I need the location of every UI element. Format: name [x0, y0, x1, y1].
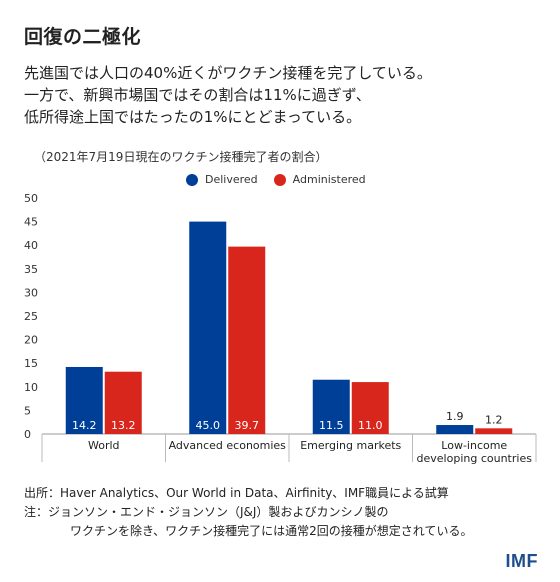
x-tick-label: Low-income	[441, 439, 507, 452]
x-tick-label: developing countries	[417, 452, 533, 465]
data-label-delivered-3: 11.5	[319, 419, 344, 432]
legend-item-administered: Administered	[273, 173, 366, 186]
y-tick-label: 15	[24, 357, 38, 370]
bar-delivered-1	[65, 366, 103, 434]
note-line-2: ワクチンを除き、ワクチン接種完了には通常2回の接種が想定されている。	[70, 524, 473, 538]
bar-chart: 0 5 10 15 20 25 30 35 40 45 50 14.2 13.2 World 45.0 39.…	[24, 192, 537, 465]
data-label-administered-3: 11.0	[358, 419, 383, 432]
legend-label-delivered: Delivered	[205, 173, 258, 186]
y-tick-label: 40	[24, 239, 38, 252]
bar-delivered-4	[436, 425, 474, 434]
y-tick-label: 30	[24, 286, 38, 299]
y-tick-label: 5	[24, 404, 31, 417]
data-label-delivered-2: 45.0	[196, 419, 221, 432]
page-title: 回復の二極化	[24, 26, 142, 48]
imf-logo: IMF	[505, 551, 538, 571]
data-label-administered-1: 13.2	[111, 419, 136, 432]
note-line-1: 注：ジョンソン・エンド・ジョンソン（J&J）製およびカンシノ製の	[24, 505, 389, 519]
y-tick-label: 35	[24, 263, 38, 276]
x-tick-label: World	[88, 439, 120, 452]
data-label-delivered-4: 1.9	[446, 410, 464, 423]
bar-administered-2	[228, 246, 266, 434]
x-tick-label: Emerging markets	[300, 439, 401, 452]
bar-administered-1	[104, 371, 142, 434]
y-tick-label: 25	[24, 310, 38, 323]
legend-swatch-administered	[273, 173, 286, 186]
data-label-administered-4: 1.2	[485, 413, 503, 426]
y-tick-label: 20	[24, 334, 38, 347]
source-notes: 出所：Haver Analytics、Our World in Data、Air…	[24, 484, 472, 541]
legend-label-administered: Administered	[292, 173, 366, 186]
y-tick-label: 0	[24, 428, 31, 441]
x-tick-label: Advanced economies	[169, 439, 287, 452]
bar-delivered-3	[312, 379, 350, 434]
y-tick-label: 50	[24, 192, 38, 205]
lead-line-1: 先進国では人口の40%近くがワクチン接種を完了している。	[24, 64, 432, 82]
chart-subtitle: （2021年7月19日現在のワクチン接種完了者の割合）	[34, 150, 328, 164]
bar-delivered-2	[189, 221, 227, 434]
bar-administered-3	[351, 382, 389, 434]
chart-legend: Delivered Administered	[186, 173, 382, 186]
lead-text: 先進国では人口の40%近くがワクチン接種を完了している。 一方で、新興市場国では…	[24, 62, 544, 128]
data-label-administered-2: 39.7	[235, 419, 260, 432]
bar-administered-4	[475, 428, 513, 434]
data-label-delivered-1: 14.2	[72, 419, 97, 432]
y-tick-label: 10	[24, 381, 38, 394]
lead-line-3: 低所得途上国ではたったの1%にとどまっている。	[24, 108, 362, 126]
legend-item-delivered: Delivered	[186, 173, 258, 186]
lead-line-2: 一方で、新興市場国ではその割合は11%に過ぎず、	[24, 86, 371, 104]
source-line: 出所：Haver Analytics、Our World in Data、Air…	[24, 486, 449, 500]
y-tick-label: 45	[24, 216, 38, 229]
legend-swatch-delivered	[186, 173, 198, 186]
